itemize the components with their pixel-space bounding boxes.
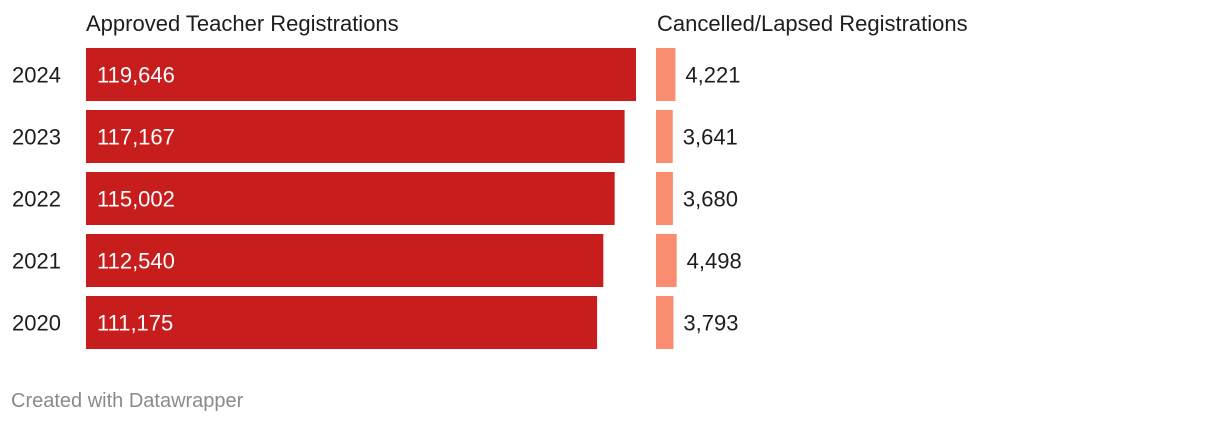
cancelled-value-label: 4,498 [687, 249, 742, 274]
year-label: 2021 [12, 249, 61, 274]
approved-value-label: 112,540 [97, 249, 175, 274]
cancelled-bar [656, 48, 676, 101]
approved-bar [86, 48, 636, 101]
approved-value-label: 111,175 [97, 311, 173, 336]
series-title-approved: Approved Teacher Registrations [86, 11, 399, 36]
cancelled-value-label: 3,793 [683, 311, 738, 336]
datawrapper-credit: Created with Datawrapper [11, 390, 244, 412]
approved-bar [86, 172, 615, 225]
approved-value-label: 115,002 [97, 187, 175, 212]
cancelled-bars [656, 48, 677, 349]
approved-bars [86, 48, 636, 349]
approved-value-label: 117,167 [97, 125, 175, 150]
cancelled-bar [656, 296, 674, 349]
approved-bar [86, 110, 625, 163]
cancelled-value-label: 4,221 [685, 63, 740, 88]
cancelled-bar [656, 172, 673, 225]
approved-value-label: 119,646 [97, 63, 175, 88]
year-label: 2022 [12, 187, 61, 212]
year-label: 2024 [12, 63, 61, 88]
cancelled-bar [656, 234, 677, 287]
year-labels: 2024 2023 2022 2021 2020 [12, 63, 61, 336]
column-titles: Approved Teacher Registrations Cancelled/… [86, 11, 968, 36]
approved-bar [86, 296, 598, 349]
value-labels: 119,646 4,221 117,167 3,641 115,002 3,680 112,… [97, 63, 742, 336]
year-label: 2020 [12, 311, 61, 336]
approved-bar [86, 234, 604, 287]
cancelled-value-label: 3,680 [683, 187, 738, 212]
series-title-cancelled: Cancelled/Lapsed Registrations [657, 11, 968, 36]
year-label: 2023 [12, 125, 61, 150]
cancelled-value-label: 3,641 [683, 125, 738, 150]
cancelled-bar [656, 110, 673, 163]
